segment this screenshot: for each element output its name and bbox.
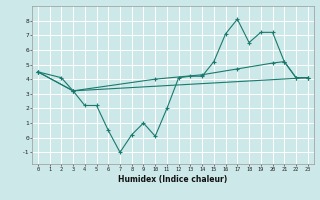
- X-axis label: Humidex (Indice chaleur): Humidex (Indice chaleur): [118, 175, 228, 184]
